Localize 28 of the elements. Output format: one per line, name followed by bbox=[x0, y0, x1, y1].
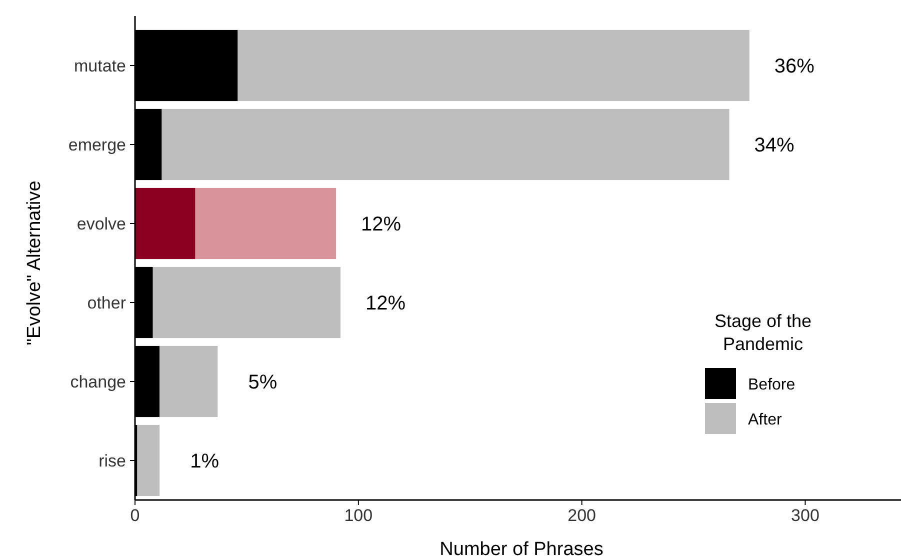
y-tick-label: change bbox=[70, 372, 126, 392]
bar bbox=[160, 346, 218, 418]
y-tick-label: emerge bbox=[68, 135, 126, 154]
annotation: 36% bbox=[774, 56, 815, 78]
bar bbox=[195, 188, 336, 260]
x-tick-label: 200 bbox=[568, 506, 596, 525]
y-tick-label: mutate bbox=[74, 56, 126, 76]
x-tick-label: 0 bbox=[130, 506, 140, 525]
x-tick-label: 100 bbox=[344, 506, 373, 525]
bar bbox=[135, 188, 196, 260]
x-tick-label: 300 bbox=[791, 506, 820, 525]
annotation: 34% bbox=[754, 134, 794, 156]
legend-title: Stage of the Pandemic bbox=[714, 311, 812, 354]
y-tick-label: rise bbox=[98, 451, 126, 470]
annotation: 12% bbox=[361, 214, 402, 236]
y-tick-label: evolve bbox=[76, 214, 126, 234]
legend-label: Before bbox=[748, 376, 796, 394]
annotation: 1% bbox=[190, 450, 220, 472]
y-tick-label: other bbox=[87, 293, 126, 312]
annotation: 12% bbox=[366, 292, 406, 314]
bar bbox=[238, 30, 750, 102]
annotation: 5% bbox=[248, 372, 278, 394]
x-axis-title: Number of Phrases bbox=[440, 539, 604, 559]
bar bbox=[137, 424, 160, 496]
bar bbox=[152, 266, 341, 338]
legend-label: After bbox=[748, 412, 782, 429]
bar bbox=[162, 108, 730, 180]
y-axis-title: "Evolve" Alternative bbox=[24, 180, 45, 346]
